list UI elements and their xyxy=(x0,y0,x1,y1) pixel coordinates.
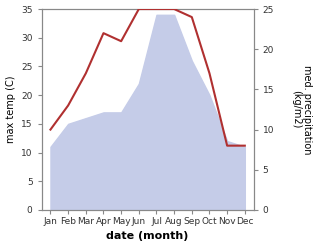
Y-axis label: max temp (C): max temp (C) xyxy=(5,76,16,143)
X-axis label: date (month): date (month) xyxy=(107,231,189,242)
Y-axis label: med. precipitation
(kg/m2): med. precipitation (kg/m2) xyxy=(291,65,313,154)
